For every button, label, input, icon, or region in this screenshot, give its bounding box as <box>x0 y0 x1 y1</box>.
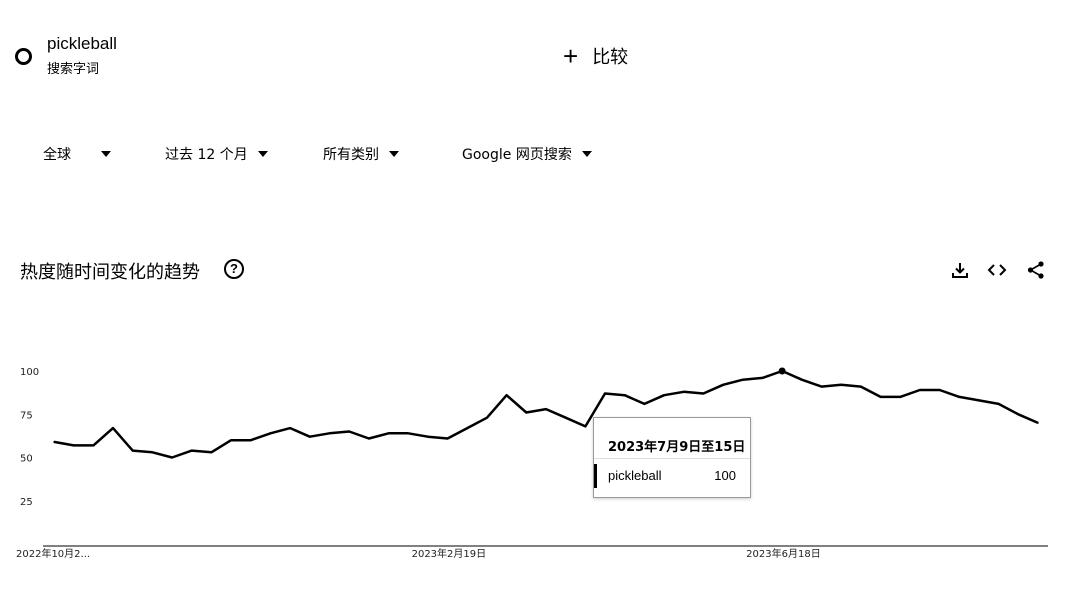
data-point <box>505 394 508 397</box>
help-icon[interactable]: ? <box>224 259 244 279</box>
time-range-filter[interactable]: 过去 12 个月 <box>165 144 268 164</box>
tooltip-date: 2023年7月9日至15日 <box>608 440 746 455</box>
data-point <box>309 435 311 438</box>
data-point <box>545 408 547 410</box>
chevron-down-icon <box>389 151 399 157</box>
compare-button[interactable]: + 比较 <box>563 43 628 69</box>
x-tick-label: 2023年2月19日 <box>412 547 487 560</box>
download-icon[interactable] <box>950 260 970 280</box>
y-tick-label: 50 <box>20 454 33 465</box>
y-tick-label: 75 <box>20 410 33 421</box>
y-tick-label: 25 <box>20 497 33 508</box>
embed-icon[interactable] <box>987 260 1007 280</box>
data-point <box>702 392 705 395</box>
search-property-filter-label: Google 网页搜索 <box>462 147 572 163</box>
chevron-down-icon <box>101 151 111 157</box>
data-point <box>604 392 606 395</box>
term-color-marker <box>15 48 32 65</box>
hover-point-marker <box>778 367 786 375</box>
data-point <box>643 403 646 405</box>
search-term-type: 搜索字词 <box>47 62 100 77</box>
y-tick-label: 100 <box>20 367 39 378</box>
data-point <box>190 449 193 452</box>
search-property-filter[interactable]: Google 网页搜索 <box>462 144 592 164</box>
compare-label: 比较 <box>592 47 629 68</box>
data-point <box>427 435 429 438</box>
chevron-down-icon <box>257 151 268 157</box>
data-point <box>682 390 685 393</box>
region-filter-label: 全球 <box>43 147 71 163</box>
data-point <box>466 427 469 429</box>
data-point <box>919 389 921 391</box>
region-filter[interactable]: 全球 <box>43 144 111 164</box>
tooltip-series-name: pickleball <box>608 468 662 483</box>
data-point <box>761 377 764 379</box>
data-point <box>564 416 567 419</box>
category-filter[interactable]: 所有类别 <box>323 144 399 164</box>
data-point <box>131 449 134 452</box>
data-point <box>820 385 823 388</box>
search-term-name: pickleball <box>47 34 117 53</box>
time-range-filter-label: 过去 12 个月 <box>165 147 248 163</box>
data-point <box>801 378 803 381</box>
plus-icon: + <box>563 41 579 71</box>
category-filter-label: 所有类别 <box>323 147 379 163</box>
x-tick-label: 2023年6月18日 <box>746 547 821 560</box>
data-point <box>486 416 488 419</box>
share-icon[interactable] <box>1026 260 1046 280</box>
tooltip-series-marker <box>594 464 597 488</box>
data-point <box>997 403 1000 405</box>
data-point <box>368 437 370 440</box>
series-line-pickleball <box>53 369 1039 459</box>
data-point <box>1017 413 1020 416</box>
data-point <box>230 439 232 441</box>
data-point <box>525 411 528 414</box>
data-point <box>584 425 587 428</box>
data-point <box>328 432 331 435</box>
data-point <box>407 432 410 435</box>
data-point <box>958 396 961 398</box>
data-point <box>348 430 351 433</box>
data-point <box>72 444 75 447</box>
data-point <box>171 456 173 459</box>
tooltip-value: 100 <box>714 468 736 483</box>
data-point <box>938 389 941 391</box>
data-point <box>1037 422 1039 424</box>
data-point <box>899 396 902 398</box>
section-title: 热度随时间变化的趋势 <box>20 262 200 283</box>
data-point <box>210 451 213 454</box>
tooltip-divider <box>594 458 750 459</box>
data-point <box>151 451 154 454</box>
data-point <box>250 439 252 441</box>
data-point <box>269 432 272 435</box>
data-point <box>112 427 114 429</box>
chevron-down-icon <box>581 151 592 157</box>
data-point <box>742 378 744 381</box>
data-point <box>663 394 665 397</box>
data-point <box>289 427 291 429</box>
data-point <box>92 444 95 447</box>
data-point <box>53 441 55 443</box>
data-point <box>623 394 626 397</box>
data-point <box>860 385 862 388</box>
data-point <box>387 432 390 435</box>
chart-tooltip: 2023年7月9日至15日 pickleball 100 <box>593 417 751 498</box>
data-point <box>446 437 449 440</box>
trend-chart: 100 75 50 25 2022年10月2... 2023年2月19日 2023年6月18… <box>16 367 1048 560</box>
x-tick-label: 2022年10月2... <box>16 547 90 560</box>
data-point <box>840 384 842 386</box>
data-point <box>722 384 724 386</box>
data-point <box>978 399 980 402</box>
data-point <box>879 396 882 398</box>
